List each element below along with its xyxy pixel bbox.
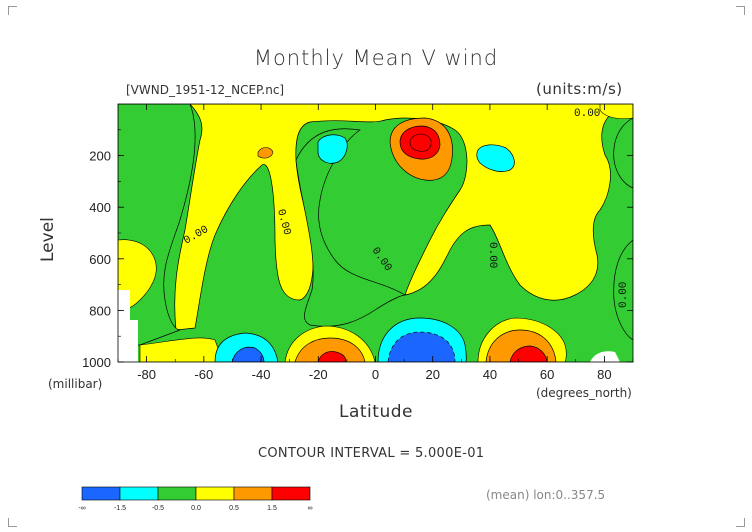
field-missing-data-2	[130, 320, 138, 362]
colorbar-label: 0.0	[191, 505, 201, 512]
x-tick-label: 40	[483, 367, 497, 382]
crop-mark-br	[736, 518, 745, 527]
x-tick-label: 60	[540, 367, 554, 382]
colorbar-swatch	[233, 486, 273, 501]
chart-subtitle: [VWND_1951-12_NCEP.nc]	[126, 83, 285, 97]
field-cyan-upper-right	[476, 144, 515, 172]
y-tick-label: 600	[89, 252, 111, 267]
y-ticks: 200 400 600 800 1000	[82, 129, 633, 370]
field-red-lower-center	[317, 351, 347, 362]
field-green-right	[613, 117, 633, 189]
x-axis-label: Latitude	[339, 402, 413, 422]
field-red-upper	[399, 125, 441, 160]
field-green-right-lower	[613, 239, 633, 341]
y-tick-label: 800	[89, 303, 111, 318]
colorbar-swatch	[271, 486, 311, 501]
averaging-info: (mean) lon:0..357.5	[486, 488, 606, 502]
x-ticks: -80 -60 -40 -20 0 20 40 60 80	[117, 104, 634, 382]
x-tick-label: -60	[194, 367, 213, 382]
x-tick-label: 20	[425, 367, 439, 382]
x-tick-label: 80	[597, 367, 611, 382]
contour-label: 0.00	[486, 242, 498, 268]
chart-title: Monthly Mean V wind	[253, 46, 499, 70]
field-orange-lower-center	[294, 337, 366, 362]
y-tick-label: 400	[89, 200, 111, 215]
y-tick-label: 1000	[82, 355, 111, 370]
crop-mark-bl	[8, 518, 17, 527]
x-tick-label: 0	[372, 367, 379, 382]
x-tick-label: -80	[137, 367, 156, 382]
contour-label: 0.00	[574, 108, 600, 120]
contour-field	[118, 104, 633, 362]
y-axis-unit: (millibar)	[48, 377, 103, 391]
field-blue-lower-center	[387, 331, 456, 362]
field-green-center	[295, 128, 407, 327]
y-tick-label: 200	[89, 149, 111, 164]
colorbar-label: 1.5	[267, 505, 277, 512]
colorbar-swatch	[119, 486, 159, 501]
contour-interval: CONTOUR INTERVAL = 5.000E-01	[258, 446, 485, 461]
colorbar-label: 0.5	[229, 505, 239, 512]
field-white-lower-right	[590, 351, 620, 362]
x-axis-unit: (degrees_north)	[536, 386, 632, 400]
field-red-upper-core	[409, 133, 432, 152]
field-red-lower-right	[509, 345, 548, 362]
colorbar-swatch	[157, 486, 197, 501]
contour-label: 0.00	[618, 282, 630, 308]
units-label: (units:m/s)	[536, 80, 623, 98]
crop-mark-tl	[8, 6, 17, 15]
field-blue-lower-left	[231, 346, 265, 362]
colorbar-label: ∞	[308, 505, 313, 512]
colorbar-swatch	[81, 486, 121, 501]
crop-mark-tr	[736, 6, 745, 15]
colorbar-label: -1.5	[114, 505, 126, 512]
colorbar: -∞ -1.5 -0.5 0.0 0.5 1.5 ∞	[78, 486, 313, 512]
field-missing-data	[118, 290, 130, 362]
colorbar-label: -∞	[78, 505, 85, 512]
x-tick-label: -20	[309, 367, 328, 382]
colorbar-swatch	[195, 486, 235, 501]
colorbar-label: -0.5	[152, 505, 164, 512]
field-orange-small	[257, 147, 274, 159]
x-tick-label: -40	[252, 367, 271, 382]
field-cyan-upper-left	[317, 134, 348, 164]
